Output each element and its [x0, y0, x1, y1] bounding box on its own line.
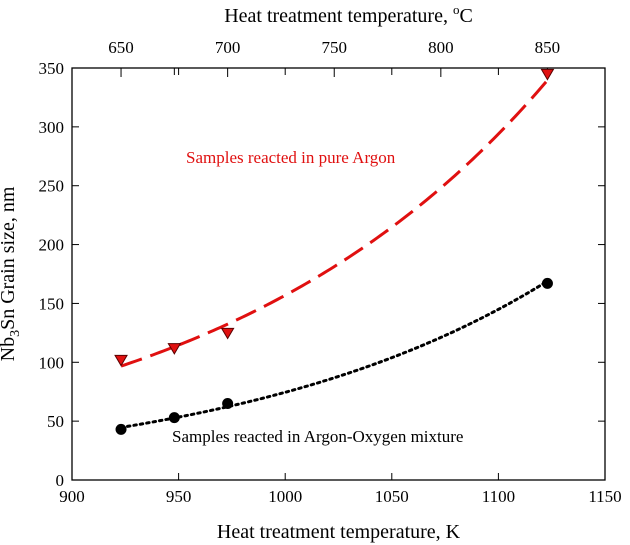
celsius-unit: C: [459, 5, 472, 27]
annotation-argon-oxygen: Samples reacted in Argon-Oxygen mixture: [172, 427, 463, 446]
argon-oxygen-data-point: [222, 397, 234, 409]
y-tick-label: 100: [39, 353, 65, 372]
y-axis-title: Nb3Sn Grain size, nm: [0, 186, 23, 361]
data-markers-layer: [114, 68, 555, 435]
pure-argon-data-point: [220, 327, 235, 340]
x-tick-label: 1100: [482, 487, 515, 506]
x-tick-label: 1050: [375, 487, 409, 506]
pure-argon-fit-curve: [120, 79, 549, 368]
labels-layer: 900 950 1000 1050 1100 1150 0 50 100 150 200 250 300…: [39, 38, 622, 506]
y-tick-label: 0: [56, 471, 65, 490]
pure-argon-data-point: [167, 343, 182, 355]
ylabel-subscript: 3: [8, 330, 23, 337]
top-x-tick-label: 850: [535, 38, 561, 57]
y-tick-label: 300: [39, 118, 65, 137]
ylabel-rest: Sn Grain size, nm: [0, 186, 19, 330]
x-tick-label: 950: [166, 487, 192, 506]
y-tick-label: 150: [39, 294, 65, 313]
x-tick-label: 1150: [588, 487, 621, 506]
top-x-tick-label: 750: [321, 38, 347, 57]
y-tick-label: 50: [47, 412, 64, 431]
pure-argon-data-point: [540, 68, 555, 81]
annotation-pure-argon: Samples reacted in pure Argon: [186, 148, 396, 167]
argon-oxygen-data-point: [115, 423, 127, 435]
argon-oxygen-data-point: [168, 412, 180, 424]
argon-oxygen-fit-curve: [119, 279, 549, 429]
top-x-tick-label: 650: [108, 38, 134, 57]
fit-curves-layer: [119, 79, 549, 429]
x-tick-label: 1000: [268, 487, 302, 506]
plot-frame: [71, 67, 606, 481]
top-x-axis-title: Heat treatment temperature, oC: [224, 2, 473, 27]
pure-argon-data-point: [114, 354, 128, 367]
argon-oxygen-data-point: [541, 277, 553, 289]
y-tick-label: 250: [39, 177, 65, 196]
y-tick-label: 350: [39, 59, 65, 78]
top-x-tick-label: 800: [428, 38, 454, 57]
x-axis-title: Heat treatment temperature, K: [217, 521, 461, 543]
degree-superscript: o: [453, 2, 460, 17]
axis-ticks-layer: [71, 67, 606, 481]
x-tick-label: 900: [59, 487, 85, 506]
top-x-tick-label: 700: [215, 38, 241, 57]
y-tick-label: 200: [39, 236, 65, 255]
